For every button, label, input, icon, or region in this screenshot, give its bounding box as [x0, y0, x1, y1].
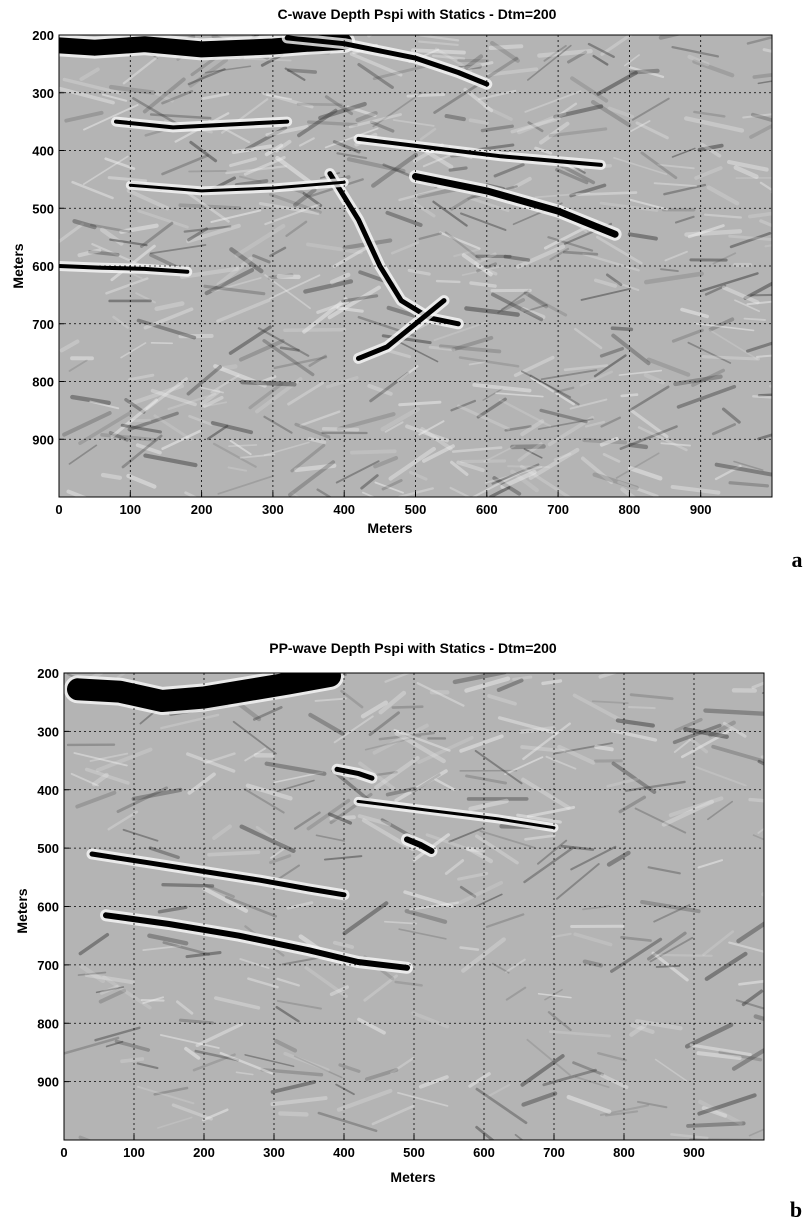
x-axis-label: Meters: [367, 520, 412, 536]
x-tick-label: 700: [543, 1145, 565, 1160]
x-axis-label: Meters: [390, 1169, 435, 1185]
axis-ticks: 0 100 200 300 400 500 600 700 800 900 200 300 400 500…: [37, 666, 705, 1160]
chart-b: PP-wave Depth Pspi with Statics - Dtm=20…: [14, 640, 802, 1222]
x-tick-label: 0: [60, 1145, 67, 1160]
x-tick-label: 900: [683, 1145, 705, 1160]
x-tick-label: 300: [262, 502, 284, 517]
x-tick-label: 600: [476, 502, 498, 517]
y-tick-label: 400: [32, 144, 54, 159]
x-tick-label: 200: [193, 1145, 215, 1160]
x-tick-label: 200: [191, 502, 213, 517]
y-tick-label: 600: [32, 259, 54, 274]
x-tick-label: 700: [547, 502, 569, 517]
x-tick-label: 500: [405, 502, 427, 517]
chart-title: C-wave Depth Pspi with Statics - Dtm=200: [278, 6, 557, 22]
panel-label: a: [792, 547, 803, 572]
y-tick-label: 800: [32, 375, 54, 390]
y-tick-label: 500: [32, 201, 54, 216]
seismic-panel-b: PP-wave Depth Pspi with Statics - Dtm=20…: [0, 630, 805, 1222]
grid-lines: [59, 35, 772, 497]
x-tick-label: 500: [403, 1145, 425, 1160]
x-tick-label: 900: [690, 502, 712, 517]
y-tick-label: 200: [37, 666, 59, 681]
y-tick-label: 900: [32, 432, 54, 447]
y-tick-label: 700: [32, 317, 54, 332]
seismic-image: [59, 35, 772, 497]
y-axis-label: Meters: [14, 888, 30, 933]
y-tick-label: 400: [37, 783, 59, 798]
plot-frame: [58, 34, 773, 498]
x-tick-label: 100: [119, 502, 141, 517]
x-tick-label: 100: [123, 1145, 145, 1160]
y-axis-label: Meters: [10, 243, 26, 288]
x-tick-label: 400: [333, 1145, 355, 1160]
y-tick-label: 300: [32, 86, 54, 101]
x-tick-label: 400: [333, 502, 355, 517]
y-tick-label: 300: [37, 724, 59, 739]
plot-frame: [63, 672, 765, 1141]
y-tick-label: 700: [37, 958, 59, 973]
y-tick-label: 800: [37, 1016, 59, 1031]
axis-ticks: 0 100 200 300 400 500 600 700 800 900 200 300 400 500…: [32, 28, 711, 517]
chart-a: C-wave Depth Pspi with Statics - Dtm=200…: [10, 6, 803, 572]
x-tick-label: 300: [263, 1145, 285, 1160]
x-tick-label: 800: [619, 502, 641, 517]
x-tick-label: 0: [55, 502, 62, 517]
y-tick-label: 600: [37, 900, 59, 915]
seismic-panel-a: C-wave Depth Pspi with Statics - Dtm=200…: [0, 0, 805, 600]
grid-lines: [64, 673, 764, 1140]
x-tick-label: 800: [613, 1145, 635, 1160]
panel-label: b: [790, 1197, 802, 1222]
y-tick-label: 500: [37, 841, 59, 856]
x-tick-label: 600: [473, 1145, 495, 1160]
y-tick-label: 900: [37, 1075, 59, 1090]
chart-title: PP-wave Depth Pspi with Statics - Dtm=20…: [269, 640, 557, 656]
y-tick-label: 200: [32, 28, 54, 43]
